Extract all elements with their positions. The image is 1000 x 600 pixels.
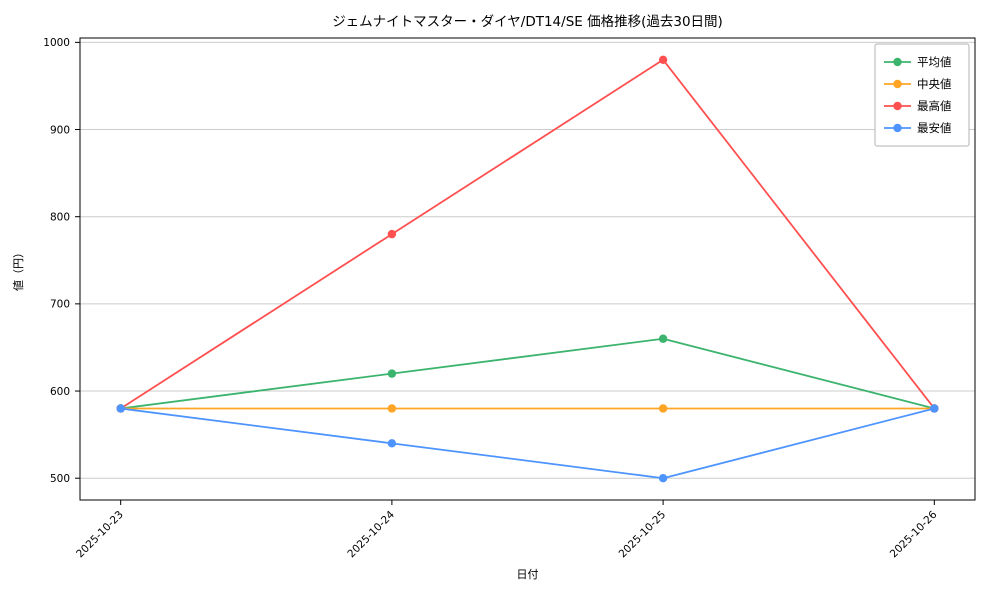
y-tick-label: 800 — [50, 211, 70, 223]
y-tick-label: 1000 — [43, 37, 70, 49]
axes-frame — [79, 37, 976, 501]
legend-box — [874, 43, 970, 147]
data-point-最安値 — [658, 474, 668, 483]
x-tick-label: 2025-10-25 — [617, 509, 669, 561]
series-line-最高値 — [120, 58, 936, 410]
y-tick-label: 700 — [50, 299, 70, 311]
data-point-最安値 — [387, 439, 397, 448]
data-point-最安値 — [930, 404, 939, 413]
legend-label-最高値: 最高値 — [917, 99, 952, 113]
y-tick-label: 500 — [50, 473, 70, 485]
y-tick-label: 900 — [50, 124, 70, 136]
plot-area — [80, 38, 975, 500]
legend-label-平均値: 平均値 — [917, 55, 952, 69]
data-point-中央値 — [658, 404, 668, 413]
x-tick-label: 2025-10-26 — [888, 508, 940, 560]
y-axis-label: 値（円） — [12, 247, 25, 291]
legend-label-中央値: 中央値 — [917, 77, 952, 91]
legend-marker-dot-中央値 — [893, 79, 902, 89]
series-line-平均値 — [120, 337, 935, 410]
data-point-最安値 — [116, 404, 125, 413]
y-tick-label: 600 — [50, 386, 70, 398]
legend-marker-dot-最安値 — [893, 123, 902, 133]
chart-title: ジェムナイトマスター・ダイヤ/DT14/SE 価格推移(過去30日間) — [332, 14, 723, 30]
data-point-平均値 — [387, 369, 397, 378]
data-point-平均値 — [658, 334, 668, 343]
legend-label-最安値: 最安値 — [917, 121, 952, 135]
data-point-中央値 — [387, 404, 397, 413]
legend-marker-dot-平均値 — [893, 57, 902, 67]
data-point-最高値 — [387, 229, 397, 239]
x-tick-label: 2025-10-24 — [345, 508, 397, 560]
series-line-最安値 — [120, 407, 935, 480]
data-point-最高値 — [658, 55, 668, 64]
x-axis-label: 日付 — [517, 568, 539, 581]
legend-marker-dot-最高値 — [893, 101, 902, 111]
x-tick-label: 2025-10-23 — [74, 509, 126, 561]
